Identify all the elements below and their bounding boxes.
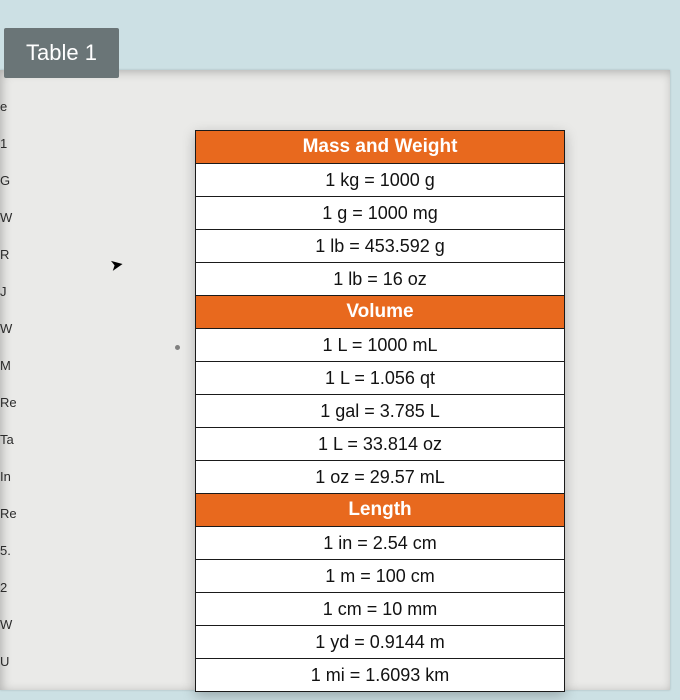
conversion-row: 1 gal = 3.785 L xyxy=(196,395,565,428)
section-heading: Length xyxy=(196,494,565,527)
conversion-row: 1 kg = 1000 g xyxy=(196,164,565,197)
title-bar: Table 1 xyxy=(4,28,119,78)
conversion-table: Mass and Weight1 kg = 1000 g1 g = 1000 m… xyxy=(195,130,565,692)
conversion-row: 1 mi = 1.6093 km xyxy=(196,659,565,692)
conversion-row: 1 lb = 16 oz xyxy=(196,263,565,296)
page-title: Table 1 xyxy=(26,40,97,66)
conversion-row: 1 lb = 453.592 g xyxy=(196,230,565,263)
conversion-row: 1 g = 1000 mg xyxy=(196,197,565,230)
left-fragment: Re xyxy=(0,396,16,410)
conversion-row: 1 oz = 29.57 mL xyxy=(196,461,565,494)
left-fragment: W xyxy=(0,211,16,225)
section-heading: Volume xyxy=(196,296,565,329)
conversion-row: 1 L = 1.056 qt xyxy=(196,362,565,395)
left-label-strip: e 1 G W R J W M Re Ta In Re 5. 2 W U xyxy=(0,100,16,669)
dust-spot xyxy=(175,345,180,350)
conversion-row: 1 m = 100 cm xyxy=(196,560,565,593)
left-fragment: M xyxy=(0,359,16,373)
left-fragment: 5. xyxy=(0,544,16,558)
section-heading: Mass and Weight xyxy=(196,131,565,164)
conversion-row: 1 L = 1000 mL xyxy=(196,329,565,362)
conversion-row: 1 cm = 10 mm xyxy=(196,593,565,626)
left-fragment: Ta xyxy=(0,433,16,447)
left-fragment: 2 xyxy=(0,581,16,595)
left-fragment: G xyxy=(0,174,16,188)
content-panel: Mass and Weight1 kg = 1000 g1 g = 1000 m… xyxy=(0,70,670,690)
conversion-row: 1 yd = 0.9144 m xyxy=(196,626,565,659)
left-fragment: Re xyxy=(0,507,16,521)
left-fragment: U xyxy=(0,655,16,669)
left-fragment: In xyxy=(0,470,16,484)
conversion-row: 1 L = 33.814 oz xyxy=(196,428,565,461)
conversion-row: 1 in = 2.54 cm xyxy=(196,527,565,560)
left-fragment: W xyxy=(0,322,16,336)
left-fragment: 1 xyxy=(0,137,16,151)
left-fragment: e xyxy=(0,100,16,114)
left-fragment: W xyxy=(0,618,16,632)
left-fragment: R xyxy=(0,248,16,262)
left-fragment: J xyxy=(0,285,16,299)
